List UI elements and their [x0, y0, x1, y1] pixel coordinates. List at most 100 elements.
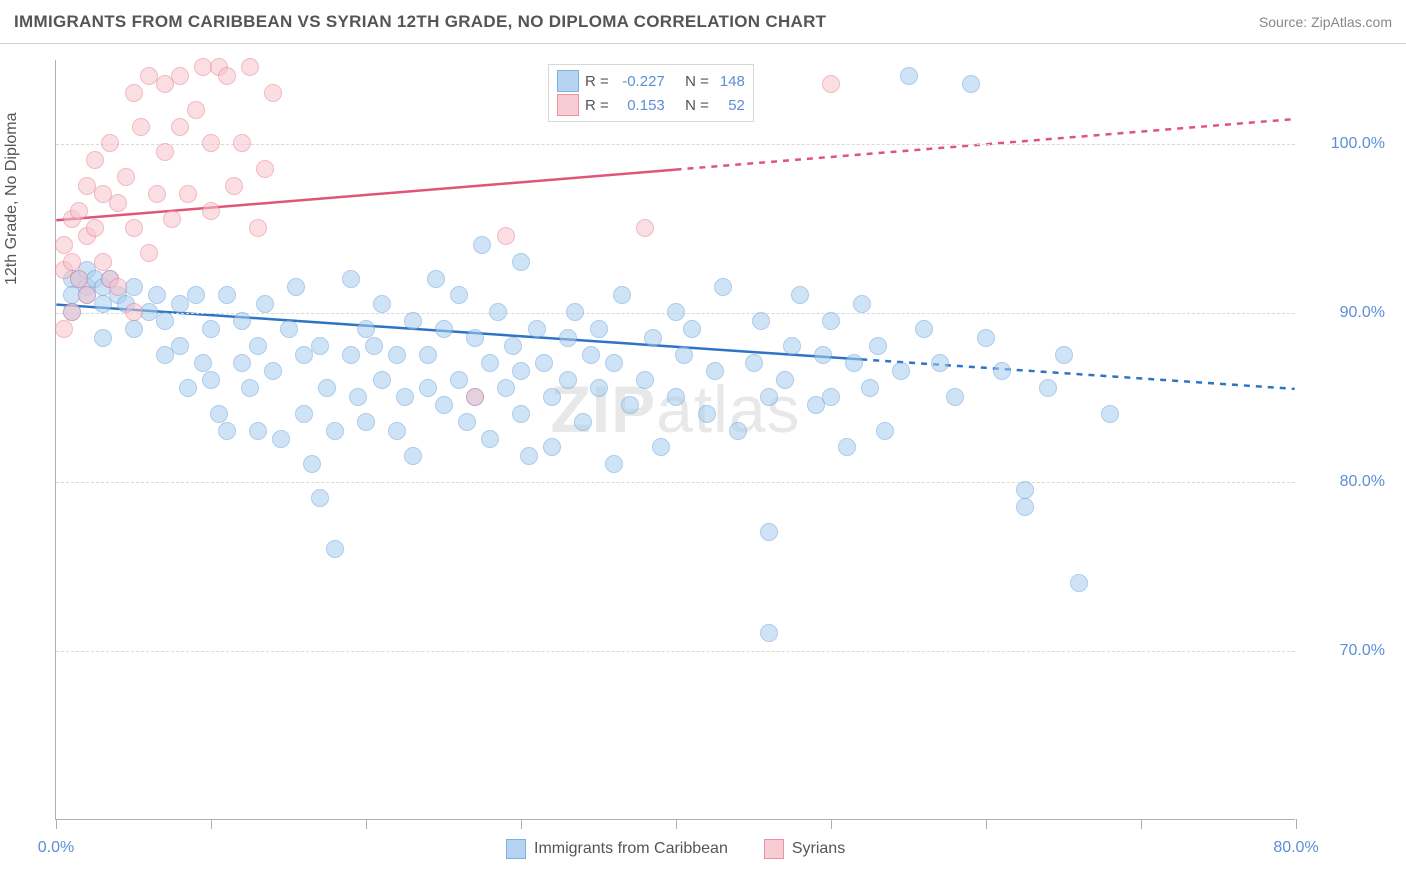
legend-label-caribbean: Immigrants from Caribbean — [534, 840, 728, 858]
point-syrians — [179, 185, 197, 203]
x-tick — [831, 819, 832, 829]
point-caribbean — [194, 354, 212, 372]
point-syrians — [125, 219, 143, 237]
point-caribbean — [388, 422, 406, 440]
scatter-plot-area: ZIPatlas R = -0.227 N = 148 R = 0.153 N … — [55, 60, 1295, 820]
point-caribbean — [466, 329, 484, 347]
r-value-caribbean: -0.227 — [615, 73, 665, 90]
point-syrians — [55, 236, 73, 254]
point-syrians — [148, 185, 166, 203]
y-tick-label: 100.0% — [1305, 135, 1385, 153]
point-syrians — [125, 84, 143, 102]
point-caribbean — [745, 354, 763, 372]
point-syrians — [86, 219, 104, 237]
point-caribbean — [435, 320, 453, 338]
x-tick — [1296, 819, 1297, 829]
chart-title: IMMIGRANTS FROM CARIBBEAN VS SYRIAN 12TH… — [14, 12, 826, 32]
point-caribbean — [497, 379, 515, 397]
point-caribbean — [125, 278, 143, 296]
point-caribbean — [590, 320, 608, 338]
point-caribbean — [946, 388, 964, 406]
point-caribbean — [202, 371, 220, 389]
point-caribbean — [760, 624, 778, 642]
point-syrians — [63, 253, 81, 271]
point-caribbean — [303, 455, 321, 473]
point-caribbean — [915, 320, 933, 338]
point-caribbean — [481, 354, 499, 372]
point-syrians — [163, 210, 181, 228]
point-caribbean — [543, 388, 561, 406]
point-caribbean — [822, 312, 840, 330]
point-caribbean — [218, 422, 236, 440]
point-caribbean — [396, 388, 414, 406]
point-syrians — [125, 303, 143, 321]
point-caribbean — [613, 286, 631, 304]
point-caribbean — [404, 447, 422, 465]
point-caribbean — [566, 303, 584, 321]
point-caribbean — [520, 447, 538, 465]
point-caribbean — [621, 396, 639, 414]
point-syrians — [94, 253, 112, 271]
point-caribbean — [892, 362, 910, 380]
grid-line-h — [56, 651, 1295, 652]
point-syrians — [55, 320, 73, 338]
point-caribbean — [574, 413, 592, 431]
legend-item-caribbean: Immigrants from Caribbean — [506, 839, 728, 859]
point-caribbean — [652, 438, 670, 456]
point-caribbean — [202, 320, 220, 338]
point-syrians — [156, 143, 174, 161]
point-caribbean — [706, 362, 724, 380]
point-syrians — [171, 67, 189, 85]
point-caribbean — [264, 362, 282, 380]
point-caribbean — [357, 413, 375, 431]
point-caribbean — [861, 379, 879, 397]
point-caribbean — [512, 405, 530, 423]
point-caribbean — [357, 320, 375, 338]
point-caribbean — [210, 405, 228, 423]
legend-label-syrians: Syrians — [792, 840, 845, 858]
point-syrians — [822, 75, 840, 93]
point-syrians — [256, 160, 274, 178]
point-caribbean — [675, 346, 693, 364]
point-caribbean — [636, 371, 654, 389]
watermark: ZIPatlas — [550, 371, 800, 447]
point-caribbean — [1016, 481, 1034, 499]
source-name: ZipAtlas.com — [1311, 14, 1392, 30]
point-caribbean — [512, 362, 530, 380]
x-tick — [56, 819, 57, 829]
point-caribbean — [845, 354, 863, 372]
point-caribbean — [543, 438, 561, 456]
point-caribbean — [1070, 574, 1088, 592]
point-syrians — [466, 388, 484, 406]
point-caribbean — [311, 489, 329, 507]
point-syrians — [101, 134, 119, 152]
point-caribbean — [931, 354, 949, 372]
legend-row-syrians: R = 0.153 N = 52 — [557, 93, 745, 117]
y-tick-label: 80.0% — [1305, 473, 1385, 491]
point-caribbean — [450, 286, 468, 304]
point-caribbean — [365, 337, 383, 355]
point-caribbean — [233, 354, 251, 372]
point-caribbean — [993, 362, 1011, 380]
point-caribbean — [962, 75, 980, 93]
point-syrians — [225, 177, 243, 195]
point-caribbean — [419, 379, 437, 397]
point-syrians — [187, 101, 205, 119]
point-caribbean — [1016, 498, 1034, 516]
point-syrians — [140, 244, 158, 262]
correlation-legend: R = -0.227 N = 148 R = 0.153 N = 52 — [548, 64, 754, 122]
point-caribbean — [838, 438, 856, 456]
point-caribbean — [233, 312, 251, 330]
point-caribbean — [179, 379, 197, 397]
point-caribbean — [349, 388, 367, 406]
legend-item-syrians: Syrians — [764, 839, 845, 859]
point-caribbean — [535, 354, 553, 372]
point-caribbean — [249, 422, 267, 440]
point-caribbean — [1039, 379, 1057, 397]
point-caribbean — [1101, 405, 1119, 423]
point-caribbean — [814, 346, 832, 364]
point-caribbean — [528, 320, 546, 338]
trend-lines-layer — [56, 60, 1295, 819]
title-bar: IMMIGRANTS FROM CARIBBEAN VS SYRIAN 12TH… — [0, 0, 1406, 44]
point-syrians — [249, 219, 267, 237]
